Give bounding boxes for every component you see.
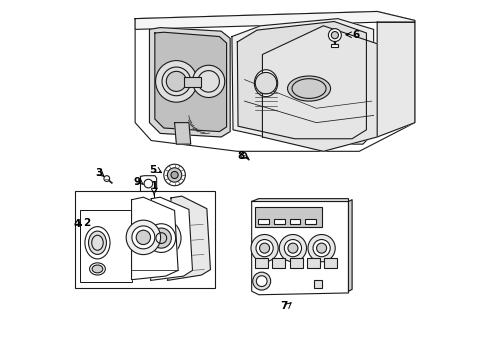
Circle shape xyxy=(167,168,182,182)
Text: 1: 1 xyxy=(150,181,158,192)
Polygon shape xyxy=(237,22,366,139)
Bar xyxy=(324,258,336,268)
Bar xyxy=(289,258,302,268)
Polygon shape xyxy=(376,22,414,137)
Polygon shape xyxy=(251,199,348,202)
Bar xyxy=(306,258,319,268)
Circle shape xyxy=(105,230,109,234)
Circle shape xyxy=(328,29,341,41)
Bar xyxy=(305,219,316,224)
Circle shape xyxy=(241,152,246,158)
Circle shape xyxy=(155,60,197,102)
Text: 6: 6 xyxy=(351,30,359,40)
Circle shape xyxy=(256,276,266,287)
Circle shape xyxy=(192,65,224,98)
Bar xyxy=(314,280,321,288)
Polygon shape xyxy=(155,32,226,132)
Circle shape xyxy=(166,71,186,91)
Bar xyxy=(255,207,321,226)
Circle shape xyxy=(259,243,269,253)
Text: 5: 5 xyxy=(149,165,156,175)
Circle shape xyxy=(163,164,185,186)
Circle shape xyxy=(171,171,178,179)
Polygon shape xyxy=(231,19,373,144)
Circle shape xyxy=(255,72,276,94)
Bar xyxy=(330,44,338,47)
Circle shape xyxy=(316,243,326,253)
Circle shape xyxy=(93,230,97,234)
Text: 7: 7 xyxy=(280,301,287,311)
Bar xyxy=(102,212,111,229)
Polygon shape xyxy=(131,197,178,280)
Circle shape xyxy=(104,176,109,181)
Bar xyxy=(115,212,123,229)
Circle shape xyxy=(136,230,150,244)
Bar xyxy=(273,219,284,224)
Circle shape xyxy=(279,234,306,262)
Circle shape xyxy=(307,234,335,262)
Ellipse shape xyxy=(254,70,277,96)
Polygon shape xyxy=(135,12,414,30)
Circle shape xyxy=(284,239,301,257)
Circle shape xyxy=(126,220,160,255)
Circle shape xyxy=(151,228,171,248)
Polygon shape xyxy=(149,28,230,137)
Ellipse shape xyxy=(88,231,106,255)
Circle shape xyxy=(255,239,273,257)
Circle shape xyxy=(147,224,175,252)
Polygon shape xyxy=(262,26,376,151)
Text: 2: 2 xyxy=(83,218,90,228)
Polygon shape xyxy=(126,218,131,231)
Bar xyxy=(289,219,300,224)
Polygon shape xyxy=(85,203,131,239)
Circle shape xyxy=(312,239,329,257)
Text: 3: 3 xyxy=(96,168,102,178)
Text: 4: 4 xyxy=(73,219,81,229)
Text: 8: 8 xyxy=(237,150,244,161)
Polygon shape xyxy=(348,200,351,291)
Circle shape xyxy=(117,230,121,234)
Circle shape xyxy=(250,234,278,262)
Bar xyxy=(80,211,131,282)
Bar xyxy=(91,212,100,229)
Text: 9: 9 xyxy=(133,177,140,187)
Circle shape xyxy=(132,226,155,249)
Polygon shape xyxy=(167,196,210,280)
Bar xyxy=(258,219,268,224)
Polygon shape xyxy=(150,197,192,280)
Polygon shape xyxy=(174,123,190,144)
Polygon shape xyxy=(140,176,156,192)
Ellipse shape xyxy=(85,226,110,259)
Polygon shape xyxy=(135,12,414,151)
Circle shape xyxy=(252,272,270,290)
Polygon shape xyxy=(251,199,348,295)
Circle shape xyxy=(287,243,297,253)
Ellipse shape xyxy=(92,265,102,273)
Bar xyxy=(75,191,215,288)
Ellipse shape xyxy=(89,263,105,275)
Circle shape xyxy=(142,219,181,258)
Bar xyxy=(272,258,285,268)
Bar xyxy=(183,77,201,87)
Ellipse shape xyxy=(287,76,330,101)
Circle shape xyxy=(330,32,338,39)
Bar xyxy=(255,258,267,268)
